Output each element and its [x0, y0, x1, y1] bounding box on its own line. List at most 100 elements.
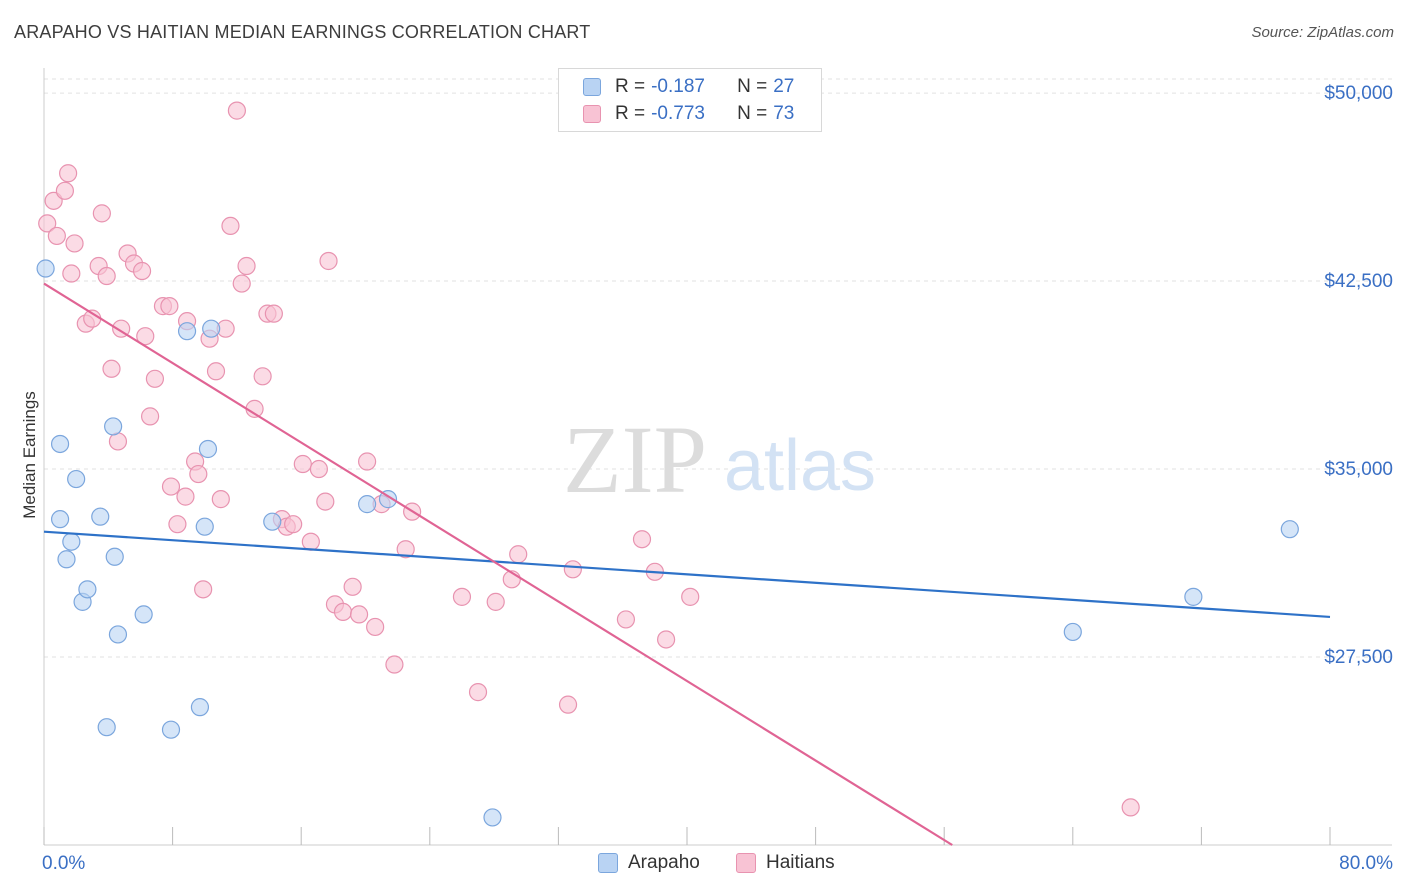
haitians-point	[237, 256, 256, 276]
watermark-zip: ZIP	[563, 406, 707, 513]
y-tick-label: $50,000	[1324, 83, 1393, 104]
haitians-point	[145, 369, 165, 388]
haitians-point	[284, 515, 303, 534]
arapaho-point	[161, 720, 181, 739]
x-tick-label: 80.0%	[1339, 853, 1393, 874]
haitians-point	[396, 540, 415, 559]
haitians-trend-line	[43, 282, 953, 846]
haitians-point	[221, 216, 240, 236]
haitians-point	[657, 630, 676, 649]
haitians-point	[309, 459, 328, 479]
haitians-point	[176, 487, 195, 506]
haitians-point	[385, 655, 404, 674]
arapaho-point	[104, 417, 123, 436]
haitians-point	[1121, 798, 1140, 817]
arapaho-point	[1063, 622, 1082, 642]
arapaho-point	[134, 605, 153, 624]
legend-n-value: 27	[773, 76, 795, 97]
haitians-point	[108, 432, 128, 451]
legend-r-label: R =	[615, 76, 646, 97]
haitians-point	[301, 532, 320, 551]
haitians-point	[206, 362, 226, 381]
legend-label-haitians: Haitians	[766, 852, 835, 873]
legend-swatch-haitians	[736, 853, 756, 873]
haitians-point	[140, 407, 160, 426]
haitians-point	[160, 297, 179, 316]
arapaho-point	[50, 434, 70, 454]
gridlines	[44, 78, 1392, 658]
legend-n-label: N =	[737, 103, 768, 124]
arapaho-point	[78, 580, 97, 599]
legend-item-arapaho[interactable]: Arapaho	[598, 852, 700, 874]
arapaho-point	[36, 259, 55, 278]
haitians-point	[161, 477, 181, 496]
legend-n-label: N =	[737, 76, 768, 97]
y-tick-label: $35,000	[1324, 459, 1393, 480]
arapaho-point	[67, 469, 86, 489]
haitians-point	[264, 304, 283, 323]
watermark-atlas: atlas	[724, 426, 876, 506]
trend-lines	[43, 282, 1331, 846]
axes	[43, 68, 1392, 846]
haitians-point	[366, 617, 385, 637]
arapaho-point	[198, 439, 218, 459]
haitians-point	[486, 592, 505, 611]
haitians-point	[558, 695, 578, 714]
arapaho-point	[62, 532, 81, 551]
haitians-point	[132, 261, 152, 281]
haitians-point	[59, 164, 78, 183]
series-legend: Arapaho Haitians	[0, 852, 1406, 876]
arapaho-point	[190, 698, 210, 717]
arapaho-point	[195, 517, 214, 536]
legend-n-value: 73	[773, 103, 795, 124]
haitians-point	[349, 605, 369, 624]
arapaho-point	[108, 625, 128, 644]
haitians-point	[681, 587, 700, 606]
arapaho-point	[1184, 587, 1203, 606]
arapaho-point	[57, 550, 76, 569]
haitians-point	[253, 367, 272, 386]
haitians-point	[293, 454, 312, 474]
arapaho-point	[202, 319, 221, 338]
haitians-point	[55, 181, 74, 200]
arapaho-point	[177, 322, 197, 341]
y-tick-label: $27,500	[1324, 647, 1393, 668]
chart-title: ARAPAHO VS HAITIAN MEDIAN EARNINGS CORRE…	[14, 22, 591, 42]
tick-labels: $27,500 $35,000 $42,500 $50,000 0.0% 80.0%	[42, 83, 1393, 874]
x-tick-label: 0.0%	[42, 853, 85, 874]
haitians-point	[47, 226, 66, 246]
haitians-point	[102, 359, 121, 378]
haitians-point	[468, 683, 488, 702]
haitians-point	[62, 264, 81, 283]
legend-swatch-arapaho	[598, 853, 618, 873]
watermark: ZIP atlas	[563, 406, 876, 513]
legend-r-value: -0.773	[651, 103, 705, 124]
series-arapaho-points	[36, 259, 1299, 827]
haitians-point	[194, 580, 213, 599]
haitians-point	[189, 464, 208, 484]
legend-item-haitians[interactable]: Haitians	[736, 852, 835, 874]
haitians-point	[616, 610, 636, 629]
haitians-point	[319, 251, 338, 271]
legend-label-arapaho: Arapaho	[628, 852, 700, 873]
legend-row-haitians: R = -0.773 N = 73	[583, 102, 794, 126]
correlation-legend: R = -0.187 N = 27 R = -0.773 N = 73	[558, 68, 822, 132]
haitians-point	[632, 530, 652, 549]
haitians-point	[65, 234, 84, 253]
arapaho-point	[483, 808, 502, 827]
haitians-point	[227, 101, 246, 120]
y-tick-label: $42,500	[1324, 271, 1393, 292]
arapaho-point	[263, 512, 282, 531]
haitians-point	[168, 515, 187, 534]
haitians-point	[38, 214, 57, 233]
arapaho-point	[91, 507, 110, 526]
haitians-point	[563, 560, 582, 579]
haitians-point	[136, 327, 155, 346]
legend-swatch-haitians	[583, 105, 601, 123]
haitians-point	[509, 545, 528, 564]
haitians-point	[232, 274, 251, 293]
haitians-point	[358, 452, 377, 471]
haitians-point	[211, 490, 230, 509]
haitians-point	[97, 266, 116, 286]
